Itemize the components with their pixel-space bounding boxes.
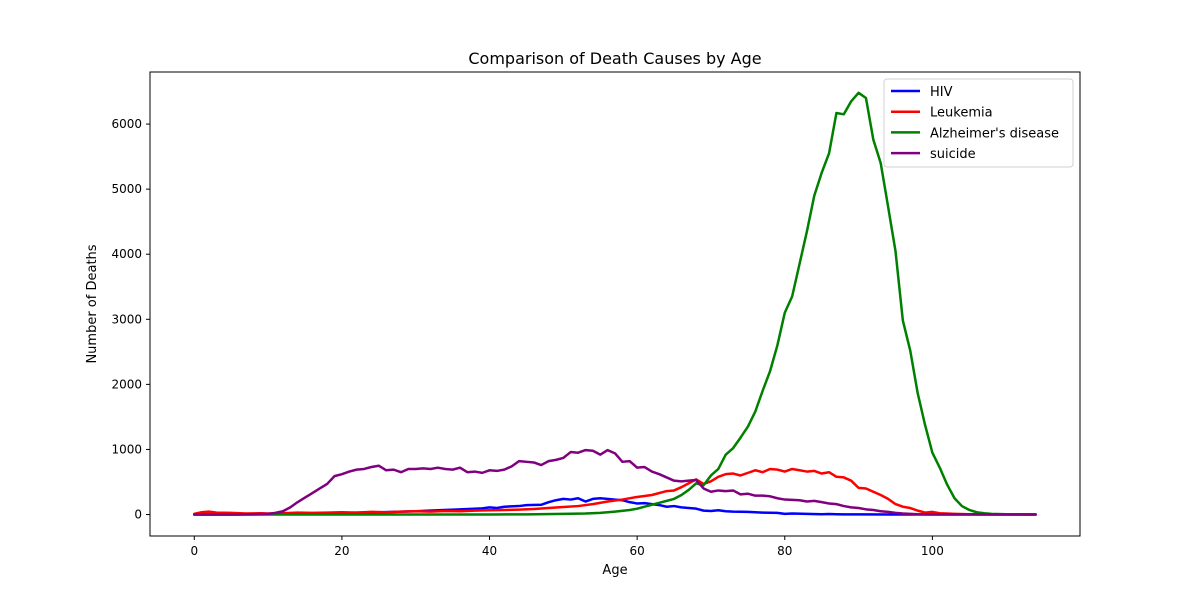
plot-area	[193, 91, 1037, 516]
x-axis-title: Age	[602, 563, 627, 578]
legend-box	[883, 78, 1074, 168]
x-tick-label: 60	[630, 544, 645, 558]
x-tick-label: 100	[921, 544, 944, 558]
y-tick-label: 2000	[111, 377, 142, 391]
legend-label-0: HIV	[930, 85, 953, 100]
legend-label-1: Leukemia	[930, 106, 993, 121]
chart-title: Comparison of Death Causes by Age	[468, 49, 761, 68]
x-tick-label: 20	[334, 544, 349, 558]
y-tick-label: 6000	[111, 117, 142, 131]
y-axis-title: Number of Deaths	[85, 244, 100, 363]
legend-label-2: Alzheimer's disease	[930, 126, 1059, 141]
y-tick-label: 3000	[111, 312, 142, 326]
series-line-0	[193, 497, 1037, 516]
series-line-2	[193, 91, 1037, 516]
plot-frame	[149, 71, 1081, 537]
series-line-1	[193, 467, 1037, 516]
legend-label-3: suicide	[930, 147, 976, 162]
x-tick-label: 80	[777, 544, 792, 558]
y-tick-label: 0	[134, 508, 142, 522]
y-tick-label: 1000	[111, 442, 142, 456]
series-line-3	[193, 448, 1037, 516]
x-tick-label: 40	[482, 544, 497, 558]
y-tick-label: 4000	[111, 247, 142, 261]
legend: HIV Leukemia Alzheimer's disease suicide	[883, 78, 1074, 168]
x-tick-label: 0	[190, 544, 198, 558]
y-tick-label: 5000	[111, 182, 142, 196]
